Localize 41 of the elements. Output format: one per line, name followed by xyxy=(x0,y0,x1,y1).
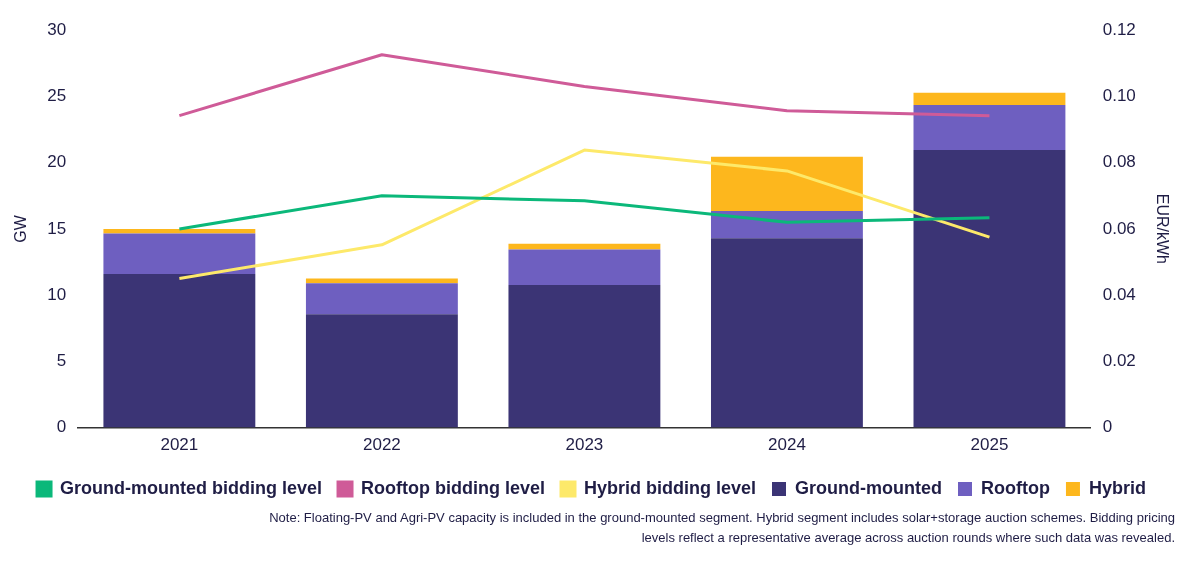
x-tick-label: 2024 xyxy=(768,435,806,455)
bar xyxy=(305,283,458,315)
bar xyxy=(305,314,458,428)
y-tick-label: 5 xyxy=(56,351,67,371)
y2-tick-label: 0.12 xyxy=(1102,19,1136,39)
bar xyxy=(913,92,1066,106)
x-tick-label: 2022 xyxy=(362,435,401,455)
x-tick-label: 2025 xyxy=(970,435,1009,455)
y-tick-label: 30 xyxy=(47,19,67,39)
y-tick-label: 0 xyxy=(56,417,67,437)
y2-tick-label: 0.02 xyxy=(1102,351,1136,371)
bar xyxy=(913,105,1066,151)
y-tick-label: 20 xyxy=(47,152,67,172)
bar xyxy=(103,228,256,234)
bar xyxy=(710,156,863,212)
x-tick-label: 2021 xyxy=(160,435,199,455)
bar xyxy=(913,150,1066,428)
bar xyxy=(508,243,661,250)
legend-label: Ground-mounted xyxy=(795,477,942,498)
y-tick-label: 15 xyxy=(47,218,67,238)
y2-tick-label: 0.06 xyxy=(1102,218,1136,238)
text: Note: Floating-PV and Agri-PV capacity is included in the ground-mounted segment. Hybrid segment includes solar+storage auction schemes. Bidding pricing levels reflect a representative average across auction rounds where such data was revealed. xyxy=(268,509,1175,547)
bar xyxy=(508,249,661,286)
legend-label: Rooftop xyxy=(980,477,1050,498)
y-tick-label: 25 xyxy=(47,86,67,106)
y2-tick-label: 0 xyxy=(1102,417,1113,437)
y2-tick-label: 0.08 xyxy=(1102,152,1136,172)
bar xyxy=(103,273,256,428)
bar xyxy=(508,285,661,428)
y-tick-label: 10 xyxy=(47,284,67,304)
y2-tick-label: 0.04 xyxy=(1102,284,1136,304)
y2-tick-label: 0.10 xyxy=(1102,86,1136,106)
x-tick-label: 2023 xyxy=(565,435,604,455)
y-axis-title: GW xyxy=(12,214,30,243)
legend-label: Hybrid xyxy=(1088,477,1146,498)
bar xyxy=(103,233,256,274)
y2-axis-title: EUR/kWh xyxy=(1153,193,1171,265)
legend-label: Rooftop bidding level xyxy=(361,477,545,498)
legend-label: Ground-mounted bidding level xyxy=(60,477,323,498)
legend-label: Hybrid bidding level xyxy=(584,477,757,498)
bar xyxy=(710,238,863,428)
